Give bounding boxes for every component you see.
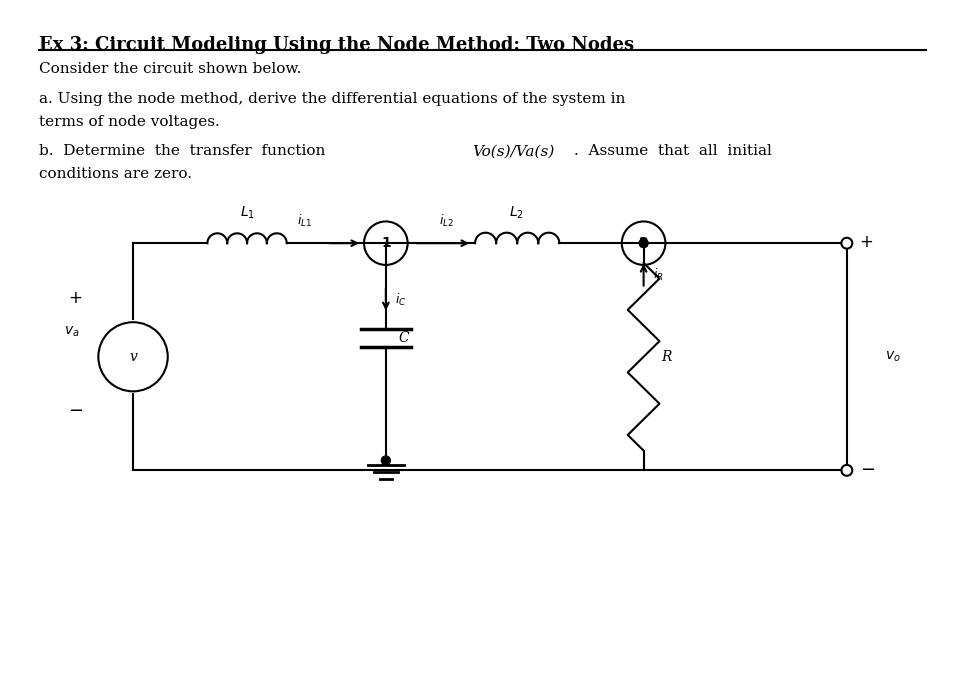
Text: Consider the circuit shown below.: Consider the circuit shown below.: [39, 62, 301, 77]
Circle shape: [639, 239, 648, 248]
Text: a. Using the node method, derive the differential equations of the system in: a. Using the node method, derive the dif…: [39, 92, 625, 106]
Text: $i_{L2}$: $i_{L2}$: [440, 213, 454, 230]
Circle shape: [382, 456, 390, 465]
Circle shape: [841, 238, 852, 248]
Text: $i_C$: $i_C$: [395, 291, 407, 307]
Text: $i_{L1}$: $i_{L1}$: [298, 213, 312, 230]
Text: −: −: [68, 402, 83, 420]
Text: conditions are zero.: conditions are zero.: [39, 167, 192, 181]
Text: 1: 1: [381, 236, 390, 250]
Text: C: C: [399, 331, 410, 345]
Text: −: −: [860, 461, 875, 479]
Text: b.  Determine  the  transfer  function: b. Determine the transfer function: [39, 144, 335, 158]
Circle shape: [841, 465, 852, 476]
Text: R: R: [662, 350, 672, 364]
Text: +: +: [69, 288, 82, 307]
Text: 2: 2: [639, 236, 648, 250]
Text: $v_a$: $v_a$: [64, 325, 79, 339]
Text: $i_R$: $i_R$: [652, 267, 664, 283]
Text: $L_1$: $L_1$: [240, 205, 255, 221]
Text: v: v: [129, 350, 137, 364]
Text: Ex 3: Circuit Modeling Using the Node Method: Two Nodes: Ex 3: Circuit Modeling Using the Node Me…: [39, 36, 634, 53]
Text: $L_2$: $L_2$: [509, 205, 525, 221]
Text: $v_o$: $v_o$: [885, 349, 900, 364]
Text: +: +: [860, 233, 873, 251]
Text: .  Assume  that  all  initial: . Assume that all initial: [574, 144, 772, 158]
Text: terms of node voltages.: terms of node voltages.: [39, 115, 219, 129]
Text: Vo(s)/Va(s): Vo(s)/Va(s): [472, 144, 554, 158]
